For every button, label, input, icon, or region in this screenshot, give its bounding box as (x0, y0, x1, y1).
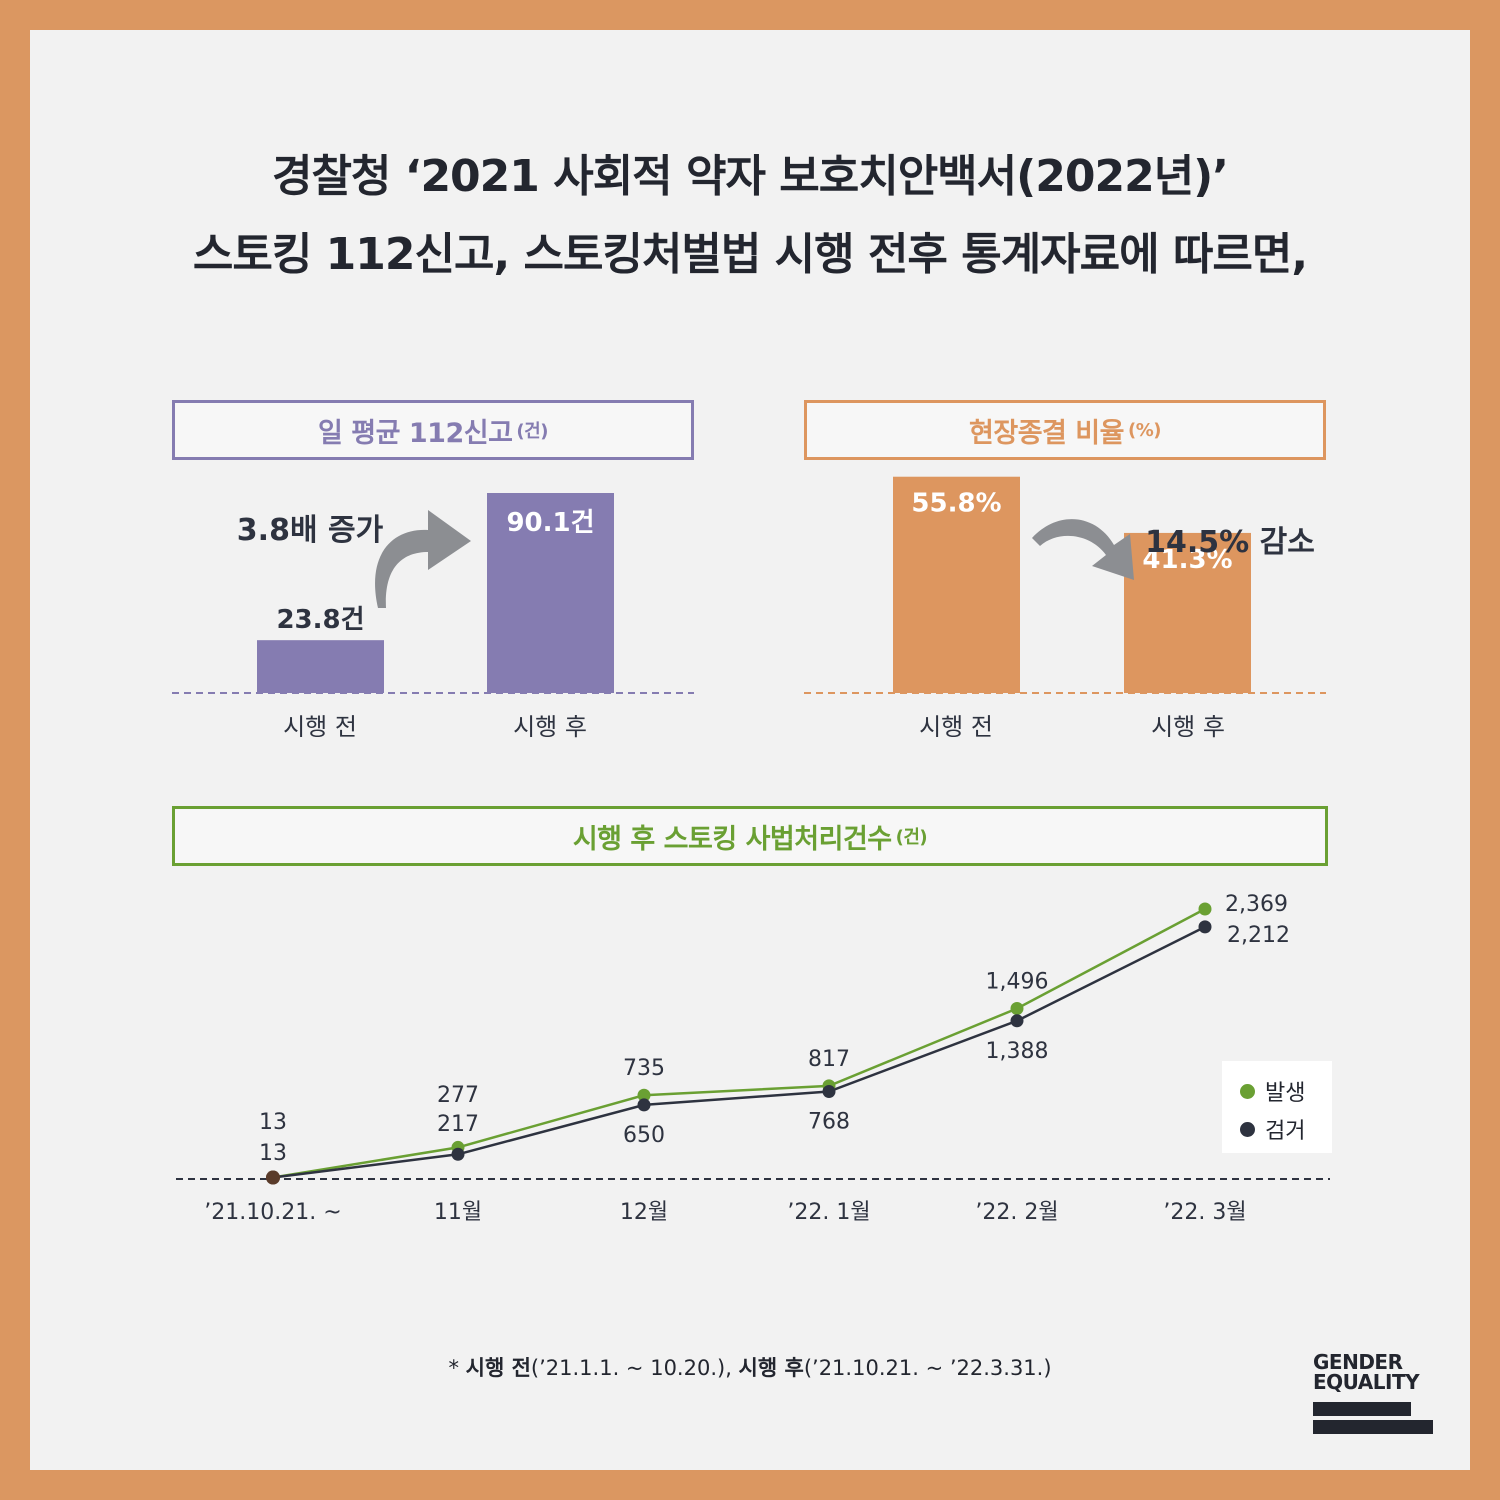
onsite-closure-chart: 55.8% 41.3% 시행 전 시행 후 14.5% 감소 (804, 476, 1326, 741)
point-arrest-1 (451, 1147, 465, 1161)
x-tick-label-2: 12월 (620, 1200, 668, 1225)
daily-reports-chart: 23.8건 90.1건 시행 전 시행 후 3.8배 증가 (172, 493, 694, 741)
legend-item-occurrence: 발생 (1240, 1075, 1305, 1107)
daily-reports-chart-header: 일 평균 112신고 (건) (172, 400, 694, 460)
logo-bar-bottom (1313, 1420, 1433, 1434)
value-label-before: 55.8% (911, 489, 1001, 519)
x-tick-label-5: ’22. 3월 (1163, 1200, 1246, 1225)
category-label-before: 시행 전 (919, 713, 993, 741)
point-arrest-4 (1010, 1014, 1024, 1028)
legend-dot-green-icon (1240, 1083, 1255, 1099)
judicial-cases-unit: (건) (895, 827, 928, 848)
category-label-after: 시행 후 (513, 713, 587, 741)
data-label-arrest-1: 217 (437, 1112, 479, 1137)
data-label-arrest-5: 2,212 (1227, 923, 1290, 948)
decrease-arrow-icon (1032, 519, 1134, 580)
point-arrest-3 (822, 1084, 836, 1098)
title-line-2: 스토킹 112신고, 스토킹처벌법 시행 전후 통계자료에 따르면, (192, 229, 1308, 280)
footnote-star: * (448, 1356, 459, 1380)
data-label-occurrence-2: 735 (623, 1056, 665, 1081)
series-line-arrest (272, 925, 1206, 1179)
legend-label-occurrence: 발생 (1265, 1081, 1306, 1106)
data-label-arrest-2: 650 (623, 1123, 665, 1148)
infographic-panel (30, 30, 1470, 1470)
judicial-cases-chart-title: 시행 후 스토킹 사법처리건수 (572, 823, 892, 855)
daily-reports-unit: (건) (516, 421, 548, 442)
decrease-annotation: 14.5% 감소 (1145, 525, 1315, 560)
category-label-before: 시행 전 (283, 713, 357, 741)
footnote-after-range: (’21.10.21. ~ ’22.3.31.) (803, 1356, 1052, 1380)
gender-equality-logo: GENDER EQUALITY (1313, 1352, 1433, 1434)
title-line-1: 경찰청 ‘2021 사회적 약자 보호치안백서(2022년)’ (271, 151, 1229, 202)
onsite-closure-chart-header: 현장종결 비율 (%) (804, 400, 1326, 460)
data-label-occurrence-5: 2,369 (1225, 892, 1288, 917)
value-label-before: 23.8건 (276, 605, 364, 635)
legend-label-arrest: 검거 (1265, 1119, 1306, 1144)
data-label-arrest-4: 1,388 (986, 1039, 1049, 1064)
increase-arrow-icon (375, 510, 471, 608)
x-tick-label-4: ’22. 2월 (975, 1200, 1058, 1225)
data-label-occurrence-1: 277 (437, 1083, 479, 1108)
footnote-before-label: 시행 전 (465, 1356, 531, 1380)
point-occurrence-2 (637, 1088, 651, 1102)
point-occurrence-4 (1010, 1001, 1024, 1015)
point-arrest-0 (266, 1170, 280, 1185)
line-chart-legend: 발생 검거 (1222, 1061, 1332, 1153)
x-tick-label-0: ’21.10.21. ~ (204, 1200, 341, 1225)
data-label-arrest-3: 768 (808, 1109, 850, 1134)
bar-after (1124, 532, 1251, 693)
value-label-after: 90.1건 (506, 508, 594, 538)
footnote-before-range: (’21.1.1. ~ 10.20.), (530, 1356, 739, 1380)
logo-bar-top (1313, 1402, 1411, 1416)
onsite-closure-chart-title: 현장종결 비율 (969, 417, 1124, 449)
point-occurrence-5 (1198, 902, 1212, 916)
judicial-cases-chart: ’21.10.21. ~ 11월 12월 ’22. 1월 ’22. 2월 ’22. 3월 1… (176, 892, 1330, 1225)
onsite-closure-unit: (%) (1127, 419, 1162, 441)
bar-before (893, 476, 1020, 693)
logo-line-1: GENDER (1313, 1350, 1403, 1374)
bar-after (487, 493, 614, 693)
x-tick-label-1: 11월 (434, 1200, 482, 1225)
footnote: * 시행 전(’21.1.1. ~ 10.20.), 시행 후(’21.10.2… (0, 1352, 1500, 1382)
data-label-arrest-0: 13 (259, 1141, 287, 1166)
legend-dot-dark-icon (1240, 1121, 1255, 1137)
value-label-after: 41.3% (1142, 545, 1232, 575)
point-arrest-2 (637, 1098, 651, 1112)
series-line-occurrence (272, 907, 1206, 1179)
increase-annotation: 3.8배 증가 (237, 513, 384, 548)
point-arrest-5 (1198, 920, 1212, 934)
legend-item-arrest: 검거 (1240, 1113, 1305, 1145)
data-label-occurrence-3: 817 (808, 1047, 850, 1072)
category-label-after: 시행 후 (1151, 713, 1225, 741)
x-tick-label-3: ’22. 1월 (787, 1200, 870, 1225)
logo-line-2: EQUALITY (1313, 1370, 1420, 1394)
data-label-occurrence-0: 13 (259, 1110, 287, 1135)
daily-reports-chart-title: 일 평균 112신고 (318, 417, 513, 449)
data-label-occurrence-4: 1,496 (986, 969, 1049, 994)
bar-before (257, 640, 384, 693)
footnote-after-label: 시행 후 (738, 1356, 804, 1380)
judicial-cases-chart-header: 시행 후 스토킹 사법처리건수 (건) (172, 806, 1328, 866)
